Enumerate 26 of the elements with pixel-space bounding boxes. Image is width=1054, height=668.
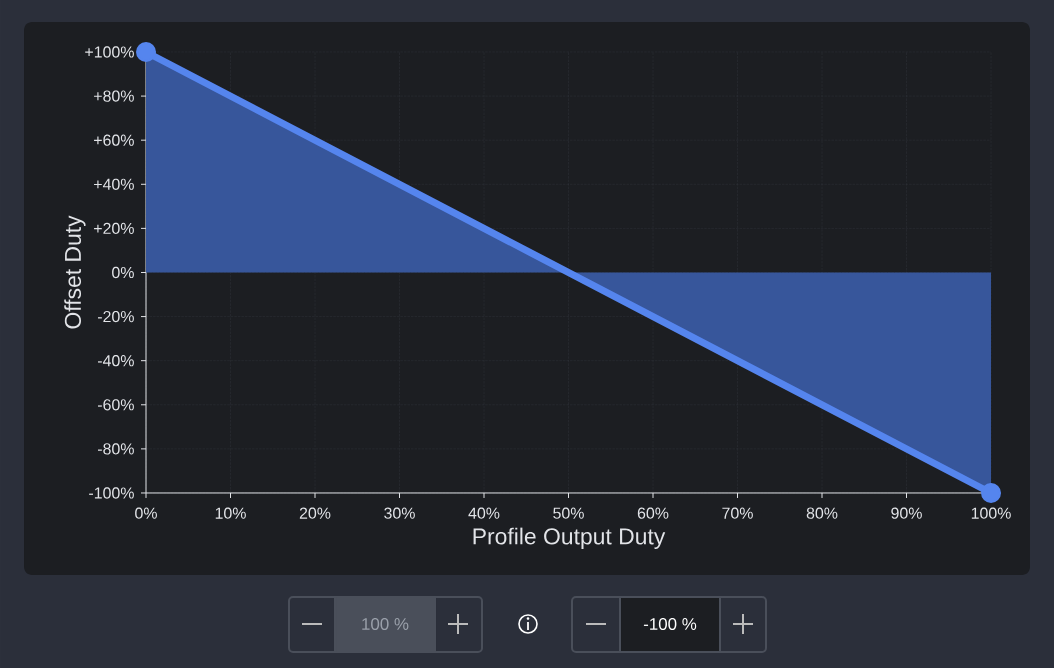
y-tick-label: +100% [85,46,134,58]
y-tick-label: +20% [94,222,134,235]
x-tick-label: 0% [135,507,157,519]
y-tick-label: -20% [97,310,134,323]
x-tick-label: 80% [806,507,838,519]
x-tick-label: 40% [468,507,500,519]
text: 100 % [362,617,409,630]
y-tick-label: -80% [97,443,134,455]
x-tick-label: 10% [215,507,246,519]
text: -100 % [643,617,697,630]
y-tick-label: +80% [94,90,134,102]
y-tick-label: -40% [97,355,134,367]
x-tick-label: 90% [891,507,922,519]
y-tick-label: -60% [97,399,134,411]
x-tick-label: 20% [299,507,331,519]
y-tick-label: +40% [94,178,134,190]
x-tick-label: 30% [384,507,415,519]
x-tick-label: 70% [722,507,753,519]
y-tick-label: 0% [112,266,134,279]
y-axis-title: Offset Duty [64,215,86,329]
x-axis-title: Profile Output Duty [473,527,666,549]
x-tick-label: 100% [971,507,1011,519]
x-tick-label: 60% [637,507,669,519]
y-tick-label: +60% [94,134,134,146]
x-tick-label: 50% [553,507,584,519]
y-tick-label: -100% [89,487,134,499]
